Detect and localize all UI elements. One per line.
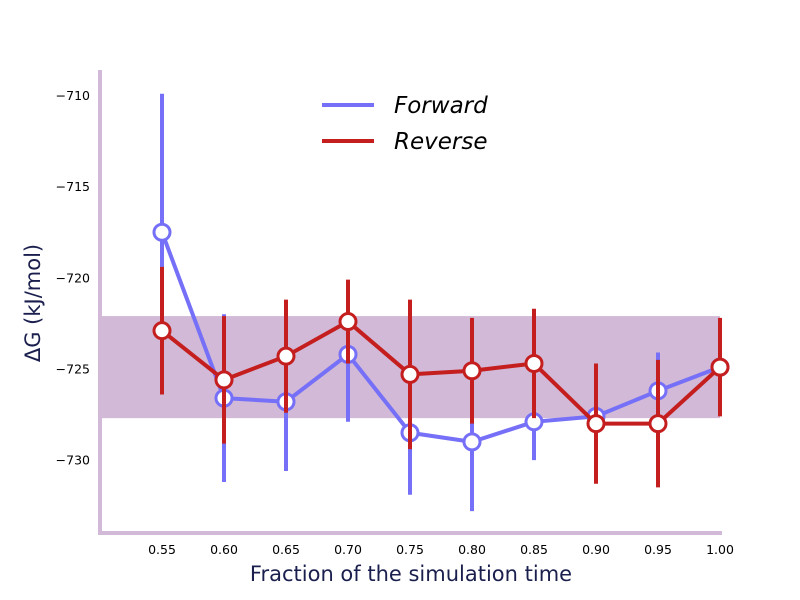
forward-point — [152, 222, 172, 242]
x-tick-label: 0.85 — [520, 542, 548, 557]
y-tick-label: −710 — [56, 88, 90, 103]
forward-point — [462, 432, 482, 452]
series-layer — [152, 93, 730, 512]
reverse-point — [462, 361, 482, 381]
legend-label-forward: Forward — [394, 93, 488, 119]
legend: Forward Reverse — [322, 93, 488, 155]
axes — [98, 70, 722, 535]
tick-labels: 0.55 0.60 0.65 0.70 0.75 0.80 0.85 0.90 0.95 1.00… — [56, 88, 734, 557]
y-tick-label: −720 — [56, 270, 90, 285]
y-axis-label: ΔG (kJ/mol) — [21, 244, 45, 362]
x-tick-label: 0.60 — [210, 542, 238, 557]
x-tick-label: 0.75 — [396, 542, 424, 557]
reverse-line — [160, 319, 722, 426]
reverse-point — [152, 321, 172, 341]
reverse-point — [710, 357, 730, 377]
x-tick-label: 0.70 — [334, 542, 362, 557]
x-tick-label: 0.80 — [458, 542, 486, 557]
y-tick-label: −725 — [56, 361, 90, 376]
x-tick-label: 0.95 — [644, 542, 672, 557]
reverse-series — [152, 266, 730, 488]
x-tick-label: 1.00 — [706, 542, 734, 557]
reverse-point — [338, 312, 358, 332]
reverse-point — [276, 346, 296, 366]
y-tick-label: −730 — [56, 453, 90, 468]
legend-label-reverse: Reverse — [394, 129, 487, 155]
x-tick-label: 0.90 — [582, 542, 610, 557]
y-tick-label: −715 — [56, 179, 90, 194]
reverse-point — [648, 414, 668, 434]
reverse-point — [214, 370, 234, 390]
forward-line — [160, 230, 722, 444]
x-axis-label: Fraction of the simulation time — [250, 562, 572, 586]
reverse-point — [524, 353, 544, 373]
x-tick-label: 0.55 — [148, 542, 176, 557]
reverse-point — [586, 414, 606, 434]
reverse-point — [400, 364, 420, 384]
x-tick-label: 0.65 — [272, 542, 300, 557]
